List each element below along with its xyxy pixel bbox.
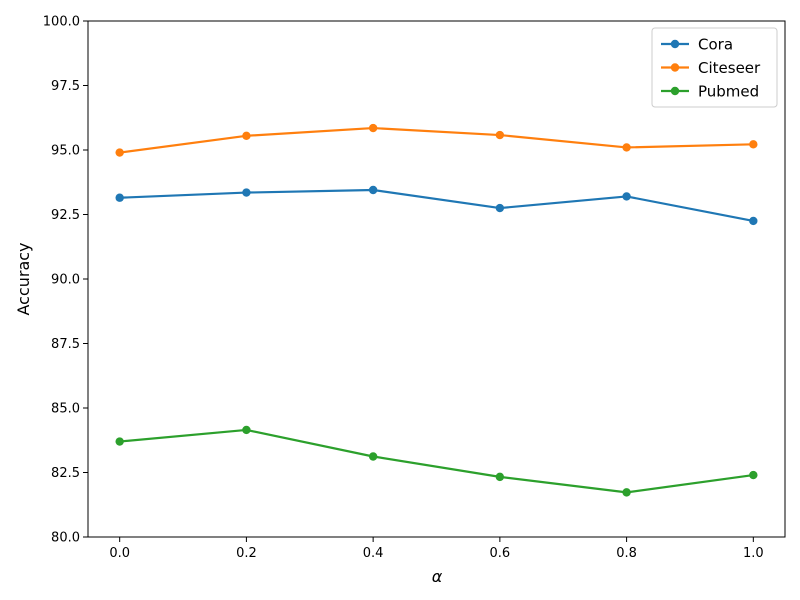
data-point-citeseer-4 xyxy=(622,143,631,152)
data-point-citeseer-1 xyxy=(242,131,251,141)
y-tick-label: 92.5 xyxy=(51,208,80,223)
data-point-cora-5 xyxy=(749,216,758,226)
data-point-pubmed-2 xyxy=(368,452,378,461)
legend-marker-cora xyxy=(670,39,680,49)
data-point-cora-1 xyxy=(242,188,251,197)
legend-marker-citeseer xyxy=(670,63,680,72)
data-point-pubmed-5 xyxy=(749,470,758,480)
axes: 0.0 0.2 0.4 0.6 0.8 1.0 80.0 82.5 85.0 87.5 90.0 92… xyxy=(43,15,786,561)
x-tick-label: 0.6 xyxy=(490,546,511,561)
data-point-cora-3 xyxy=(495,203,505,213)
data-point-cora-4 xyxy=(622,192,631,201)
x-tick-label: 0.2 xyxy=(236,546,257,561)
x-tick-label: 0.0 xyxy=(109,546,130,561)
legend-box xyxy=(651,27,778,108)
x-axis-label: α xyxy=(432,567,443,586)
y-tick-label: 95.0 xyxy=(51,144,80,159)
y-axis-label: Accuracy xyxy=(14,242,33,315)
data-point-pubmed-3 xyxy=(495,472,505,482)
x-tick-label: 0.8 xyxy=(616,546,637,561)
series-line-citeseer xyxy=(118,126,755,154)
legend-marker-pubmed xyxy=(670,86,680,96)
x-tick-label: 1.0 xyxy=(743,546,764,561)
legend-label-cora: Cora xyxy=(698,36,733,54)
data-point-pubmed-1 xyxy=(242,425,251,435)
x-tick-label: 0.4 xyxy=(363,546,384,561)
y-tick-label: 87.5 xyxy=(51,337,80,352)
legend-label-citeseer: Citeseer xyxy=(698,59,761,77)
data-point-pubmed-4 xyxy=(622,488,631,497)
series-line-cora xyxy=(118,188,755,223)
series-line-pubmed xyxy=(118,428,755,494)
y-tick-label: 100.0 xyxy=(43,15,80,30)
legend-label-pubmed: Pubmed xyxy=(698,83,759,101)
data-point-citeseer-3 xyxy=(495,130,505,140)
data-point-cora-2 xyxy=(368,185,378,195)
data-point-citeseer-0 xyxy=(115,148,124,157)
y-tick-label: 97.5 xyxy=(51,79,80,94)
data-point-citeseer-2 xyxy=(368,123,378,133)
data-point-citeseer-5 xyxy=(749,140,758,149)
plot-area xyxy=(115,123,758,497)
y-tick-label: 90.0 xyxy=(51,273,80,288)
data-point-cora-0 xyxy=(115,193,124,202)
y-tick-label: 80.0 xyxy=(51,531,80,546)
y-tick-label: 82.5 xyxy=(51,466,80,481)
legend: Cora Citeseer Pubmed xyxy=(651,27,778,108)
data-point-pubmed-0 xyxy=(115,437,124,446)
y-tick-label: 85.0 xyxy=(51,402,80,417)
